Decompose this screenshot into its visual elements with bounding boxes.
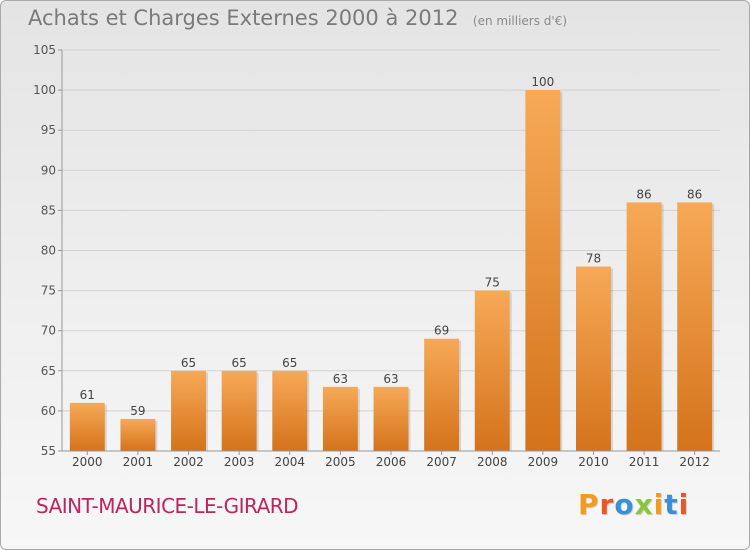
x-tick-label: 2011	[629, 455, 660, 469]
logo-letter: x	[634, 488, 654, 521]
data-label: 63	[333, 372, 348, 386]
y-tick-label: 75	[41, 284, 56, 298]
y-tick-label: 105	[33, 43, 56, 57]
bar	[575, 266, 611, 451]
logo-letter: t	[664, 488, 679, 521]
y-tick-label: 100	[33, 83, 56, 97]
y-tick-label: 90	[41, 163, 56, 177]
x-tick-label: 2002	[173, 455, 204, 469]
data-label: 65	[232, 356, 247, 370]
bar	[221, 370, 257, 451]
x-tick-label: 2005	[325, 455, 356, 469]
y-tick-label: 70	[41, 324, 56, 338]
bar	[171, 370, 207, 451]
chart-title: Achats et Charges Externes 2000 à 2012	[28, 6, 459, 30]
bar	[424, 338, 460, 451]
x-tick-label: 2012	[679, 455, 710, 469]
x-tick-label: 2006	[376, 455, 407, 469]
x-tick-label: 2000	[72, 455, 103, 469]
data-label: 75	[485, 276, 500, 290]
x-tick-label: 2001	[123, 455, 154, 469]
bar	[525, 90, 561, 451]
y-tick-label: 85	[41, 203, 56, 217]
logo-letter: P	[578, 488, 600, 521]
data-label: 86	[687, 187, 702, 201]
x-tick-label: 2010	[578, 455, 609, 469]
commune-name: SAINT-MAURICE-LE-GIRARD	[36, 494, 299, 518]
data-labels: 61 59 65 65 65 63 63 69 75 100 78 86 86	[80, 75, 703, 418]
logo-letter: r	[599, 488, 615, 521]
x-axis: 2000 2001 2002 2003 2004 2005 2006 2007 2008 2009…	[62, 450, 720, 469]
logo-letter: i	[678, 488, 690, 521]
bar	[474, 290, 510, 451]
data-label: 100	[531, 75, 554, 89]
x-tick-label: 2007	[426, 455, 457, 469]
y-axis: 55 60 65 70 75 80 85 90 95 100 105	[33, 43, 63, 458]
bar	[120, 418, 156, 451]
y-tick-label: 80	[41, 244, 56, 258]
x-tick-label: 2004	[274, 455, 305, 469]
data-label: 78	[586, 252, 601, 266]
x-tick-label: 2008	[477, 455, 508, 469]
data-label: 86	[636, 187, 651, 201]
data-label: 61	[80, 388, 95, 402]
x-tick-label: 2003	[224, 455, 255, 469]
y-tick-label: 55	[41, 444, 56, 458]
bar	[69, 402, 105, 451]
title-row: Achats et Charges Externes 2000 à 2012 (…	[28, 6, 567, 30]
y-tick-label: 95	[41, 123, 56, 137]
data-label: 63	[383, 372, 398, 386]
bar	[373, 386, 409, 451]
bars	[69, 90, 715, 451]
proxiti-logo[interactable]: Proxiti	[578, 488, 689, 521]
data-label: 69	[434, 324, 449, 338]
y-tick-label: 65	[41, 364, 56, 378]
y-tick-label: 60	[41, 404, 56, 418]
x-tick-label: 2009	[528, 455, 559, 469]
data-label: 65	[282, 356, 297, 370]
unit-note: (en milliers d'€)	[472, 14, 568, 28]
logo-letter: i	[653, 488, 665, 521]
data-label: 59	[130, 404, 145, 418]
bar	[322, 386, 358, 451]
bar	[626, 202, 662, 451]
logo-letter: o	[614, 488, 635, 521]
bar	[272, 370, 308, 451]
bar	[677, 202, 713, 451]
data-label: 65	[181, 356, 196, 370]
